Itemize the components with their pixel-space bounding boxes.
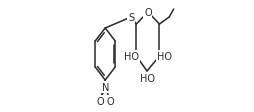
Text: S: S	[128, 13, 134, 23]
Text: O: O	[107, 96, 114, 106]
Text: O: O	[96, 96, 104, 106]
Text: O: O	[144, 8, 152, 18]
Text: HO: HO	[124, 52, 139, 61]
Text: HO: HO	[157, 52, 172, 61]
Text: N: N	[102, 82, 109, 92]
Text: HO: HO	[139, 74, 154, 84]
